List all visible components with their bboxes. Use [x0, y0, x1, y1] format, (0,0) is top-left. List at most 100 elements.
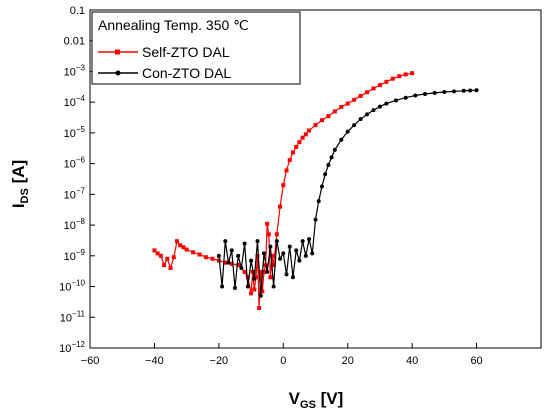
- data-point: [352, 97, 357, 102]
- data-point: [297, 258, 302, 263]
- data-point: [413, 93, 418, 98]
- data-point: [260, 289, 265, 294]
- data-point: [461, 88, 466, 93]
- y-tick-label: 10−8: [64, 217, 86, 232]
- data-point: [220, 284, 225, 289]
- data-point: [255, 239, 260, 244]
- data-point: [319, 184, 324, 189]
- x-tick-label: −60: [81, 355, 100, 367]
- data-point: [270, 253, 275, 258]
- data-point: [358, 117, 363, 122]
- data-point: [377, 104, 382, 109]
- data-point: [281, 251, 286, 256]
- y-tick-label: 10−10: [59, 279, 85, 294]
- data-point: [197, 252, 202, 257]
- data-point: [294, 144, 299, 149]
- data-point: [345, 129, 350, 134]
- data-point: [384, 101, 389, 106]
- legend-title: Annealing Temp. 350 ℃: [98, 17, 249, 33]
- data-point: [432, 90, 437, 95]
- data-point: [253, 275, 258, 280]
- data-point: [278, 204, 283, 209]
- data-point: [242, 241, 247, 246]
- data-point: [310, 251, 315, 256]
- data-point: [423, 91, 428, 96]
- x-tick-label: 40: [406, 355, 418, 367]
- data-point: [281, 183, 286, 188]
- data-point: [236, 253, 241, 258]
- data-point: [252, 287, 257, 292]
- legend-self-zto-label: Self-ZTO DAL: [142, 44, 230, 60]
- data-point: [313, 123, 318, 128]
- data-point: [203, 255, 208, 260]
- data-point: [245, 284, 250, 289]
- data-point: [158, 253, 163, 258]
- data-point: [452, 89, 457, 94]
- data-point: [278, 256, 283, 261]
- data-point: [268, 275, 273, 280]
- data-point: [287, 244, 292, 249]
- data-point: [290, 150, 295, 155]
- data-point: [319, 118, 324, 123]
- data-point: [313, 217, 318, 222]
- y-tick-label: 10−7: [64, 186, 86, 201]
- data-point: [168, 266, 173, 271]
- data-point: [377, 83, 382, 88]
- data-point: [255, 253, 260, 258]
- x-tick-label: 60: [470, 355, 482, 367]
- data-point: [358, 93, 363, 98]
- x-tick-label: −20: [210, 355, 229, 367]
- data-point: [332, 109, 337, 114]
- y-tick-label: 0.01: [64, 36, 85, 48]
- data-point: [165, 256, 170, 261]
- data-point: [271, 284, 276, 289]
- data-point: [261, 251, 266, 256]
- data-point: [326, 114, 331, 119]
- data-point: [236, 263, 241, 268]
- data-point: [371, 108, 376, 113]
- y-tick-label: 10−9: [64, 248, 86, 263]
- data-point: [284, 272, 289, 277]
- data-point: [249, 291, 254, 296]
- x-tick-label: −40: [145, 355, 164, 367]
- data-point: [257, 306, 262, 311]
- data-point: [442, 89, 447, 94]
- data-point: [394, 98, 399, 103]
- data-point: [326, 163, 331, 168]
- legend-con-zto-marker: [115, 70, 121, 76]
- data-point: [332, 147, 337, 152]
- data-point: [468, 88, 473, 93]
- data-point: [352, 123, 357, 128]
- data-point: [174, 239, 179, 244]
- data-point: [329, 155, 334, 160]
- data-point: [365, 112, 370, 117]
- data-point: [223, 239, 228, 244]
- x-axis: −60 −40 −20 0 20 40 60: [81, 343, 483, 367]
- data-point: [474, 88, 479, 93]
- data-point: [274, 232, 279, 237]
- data-point: [410, 71, 415, 76]
- data-point: [345, 101, 350, 106]
- data-point: [245, 275, 250, 280]
- legend: Annealing Temp. 350 ℃ Self-ZTO DAL Con-Z…: [91, 11, 301, 85]
- data-point: [297, 140, 302, 145]
- data-point: [223, 260, 228, 265]
- data-point: [384, 79, 389, 84]
- data-point: [390, 76, 395, 81]
- data-point: [274, 239, 279, 244]
- legend-con-zto-label: Con-ZTO DAL: [142, 65, 231, 81]
- y-axis-title: IDS [A]: [9, 160, 31, 208]
- y-axis: 0.1 0.01 10−3 10−4 10−5 10−6 10−7 10−8 10−9 10−10…: [59, 5, 95, 355]
- y-tick-label: 10−6: [64, 156, 86, 171]
- data-point: [365, 90, 370, 95]
- y-tick-label: 0.1: [70, 5, 85, 17]
- data-point: [229, 261, 234, 266]
- data-point: [316, 199, 321, 204]
- data-point: [339, 104, 344, 109]
- data-point: [294, 248, 299, 253]
- data-point: [178, 243, 183, 248]
- data-point: [339, 137, 344, 142]
- data-point: [242, 269, 247, 274]
- data-point: [300, 239, 305, 244]
